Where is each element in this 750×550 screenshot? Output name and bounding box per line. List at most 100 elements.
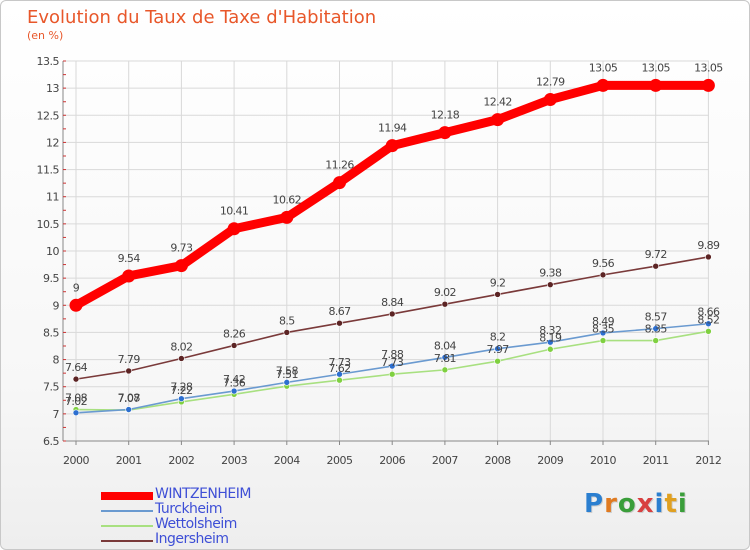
- y-tick-label: 7.5: [43, 381, 59, 394]
- data-point: [122, 269, 136, 283]
- data-point: [227, 222, 241, 236]
- grid: [63, 60, 709, 442]
- data-point: [174, 259, 188, 273]
- x-tick-label: 2007: [432, 454, 458, 467]
- data-point: [283, 379, 291, 386]
- logo-letter: i: [654, 489, 665, 519]
- y-tick-label: 7: [53, 408, 60, 421]
- legend-swatch: [101, 525, 153, 527]
- legend-item: Wettolsheim: [101, 516, 361, 533]
- y-tick-label: 13: [46, 82, 59, 95]
- data-label: 9.89: [697, 239, 720, 252]
- y-tick-label: 8: [53, 354, 60, 367]
- data-point: [72, 409, 80, 417]
- x-tick-label: 2005: [327, 454, 353, 467]
- x-tick-label: 2001: [116, 454, 142, 467]
- data-label: 12.79: [536, 76, 565, 89]
- x-tick-label: 2003: [221, 454, 247, 467]
- data-label: 13.05: [589, 61, 618, 74]
- y-tick-label: 11: [46, 191, 59, 204]
- data-label: 7.22: [170, 384, 192, 397]
- data-point: [599, 329, 607, 337]
- data-point: [652, 325, 660, 332]
- y-tick-label: 10: [46, 245, 59, 258]
- axes: 6.577.588.599.51010.51111.51212.51313.52…: [37, 55, 722, 467]
- legend-label: WINTZENHEIM: [155, 486, 252, 502]
- data-point: [441, 366, 449, 374]
- data-label: 8.67: [328, 305, 351, 318]
- data-label: 8.35: [645, 323, 668, 336]
- x-tick-label: 2000: [63, 454, 89, 467]
- data-point: [652, 262, 660, 270]
- data-label: 7.36: [223, 376, 246, 389]
- x-tick-label: 2008: [485, 454, 511, 467]
- data-point: [333, 176, 346, 190]
- data-point: [125, 406, 132, 413]
- data-point: [494, 291, 501, 298]
- x-tick-label: 2004: [274, 454, 300, 467]
- chart-subtitle: (en %): [27, 29, 64, 42]
- logo-letter: x: [636, 489, 655, 519]
- data-label: 7.08: [65, 392, 88, 405]
- data-point: [599, 271, 607, 279]
- data-point: [388, 310, 396, 318]
- y-tick-label: 13.5: [37, 55, 60, 68]
- data-label: 8.57: [645, 311, 668, 324]
- data-point: [546, 345, 554, 353]
- y-tick-label: 9: [53, 299, 60, 312]
- data-point: [441, 300, 449, 308]
- data-label: 8.2: [490, 331, 506, 344]
- data-label: 7.73: [381, 356, 404, 369]
- data-label: 11.26: [325, 159, 354, 172]
- data-point: [230, 387, 238, 395]
- data-point: [385, 139, 399, 153]
- series: [69, 78, 715, 417]
- data-point: [494, 345, 501, 353]
- data-label: 8.26: [223, 327, 246, 340]
- data-label: 13.05: [694, 61, 723, 74]
- data-label: 8.5: [279, 314, 295, 327]
- x-tick-label: 2010: [590, 454, 616, 467]
- data-label: 9.2: [490, 276, 506, 289]
- data-point: [283, 329, 291, 336]
- data-label: 8.04: [434, 339, 457, 352]
- y-tick-label: 11.5: [37, 164, 60, 177]
- data-label: 10.41: [220, 205, 249, 218]
- y-tick-label: 12.5: [37, 109, 60, 122]
- data-label: 7.81: [434, 352, 456, 365]
- legend-label: Turckheim: [155, 501, 223, 517]
- data-label: 10.62: [273, 193, 302, 206]
- data-label: 9: [73, 281, 80, 294]
- y-tick-label: 9.5: [43, 272, 59, 285]
- logo-letter: t: [664, 489, 678, 519]
- data-point: [388, 370, 396, 378]
- data-label: 11.94: [378, 122, 407, 135]
- y-tick-label: 10.5: [37, 218, 60, 231]
- data-point: [543, 93, 557, 107]
- legend-item: WINTZENHEIM: [101, 486, 361, 503]
- logo-letter: i: [677, 489, 688, 519]
- data-label: 8.84: [381, 296, 404, 309]
- x-tick-label: 2009: [537, 454, 563, 467]
- data-label: 8.49: [592, 315, 615, 328]
- x-tick-label: 2011: [643, 454, 669, 467]
- data-label: 7.02: [65, 395, 87, 408]
- legend-label: Ingersheim: [155, 531, 229, 547]
- legend-label: Wettolsheim: [155, 516, 237, 532]
- data-point: [652, 337, 660, 344]
- data-label: 9.38: [539, 267, 562, 280]
- y-tick-label: 12: [46, 136, 59, 149]
- data-point: [599, 337, 607, 344]
- x-tick-label: 2002: [168, 454, 194, 467]
- logo-letter: P: [584, 489, 605, 519]
- legend-swatch: [101, 540, 153, 542]
- data-label: 7.97: [487, 343, 510, 356]
- legend-item: Ingersheim: [101, 531, 361, 548]
- data-point: [178, 395, 185, 402]
- data-label: 9.02: [434, 286, 456, 299]
- data-point: [705, 328, 712, 335]
- data-point: [546, 338, 554, 346]
- data-point: [494, 357, 501, 365]
- data-point: [336, 319, 343, 327]
